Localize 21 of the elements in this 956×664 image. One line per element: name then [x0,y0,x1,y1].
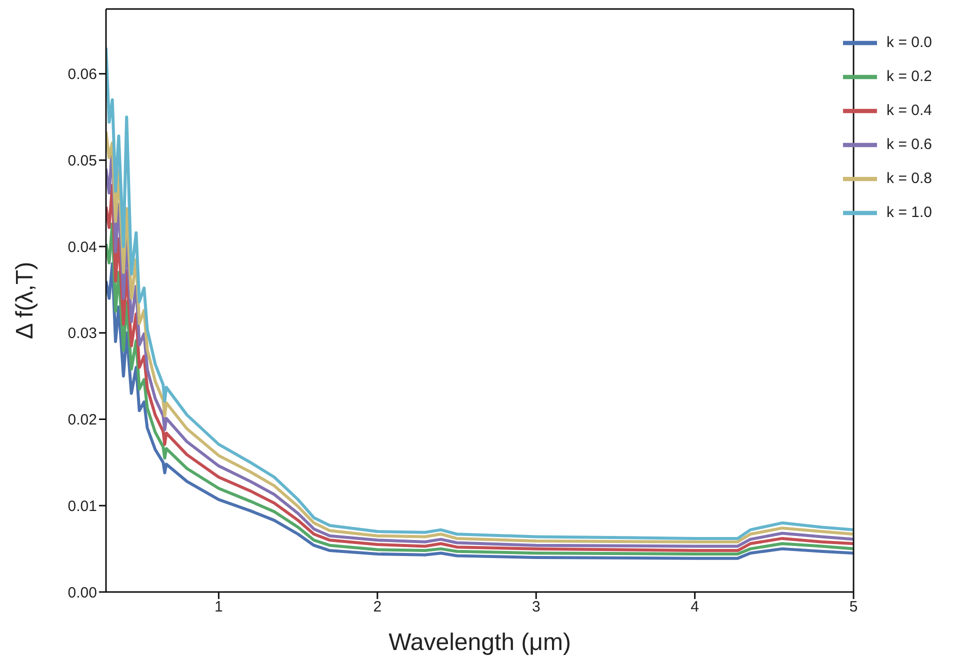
y-axis-title: Δ f(λ,T) [12,262,39,340]
legend-label: k = 0.4 [886,102,932,119]
x-tick-label: 1 [214,598,223,616]
x-tick-label: 2 [373,598,382,616]
x-axis-title: Wavelength (μm) [388,629,571,656]
y-tick-label: 0.01 [68,498,97,515]
x-tick-label: 3 [532,598,540,616]
x-tick-label: 4 [690,598,700,616]
y-tick-label: 0.05 [68,152,97,170]
legend-label: k = 0.0 [886,34,932,51]
legend-label: k = 0.6 [886,136,932,153]
y-tick-label: 0.03 [68,325,97,342]
legend-label: k = 1.0 [886,204,932,221]
x-tick-label: 5 [849,598,858,616]
legend-label: k = 0.8 [886,170,932,187]
y-tick-label: 0.06 [68,66,97,84]
y-tick-label: 0.04 [68,238,97,256]
legend-label: k = 0.2 [886,68,932,85]
line-series [106,46,854,540]
y-tick-label: 0.02 [68,412,97,429]
y-tick-label: 0.00 [68,584,97,602]
